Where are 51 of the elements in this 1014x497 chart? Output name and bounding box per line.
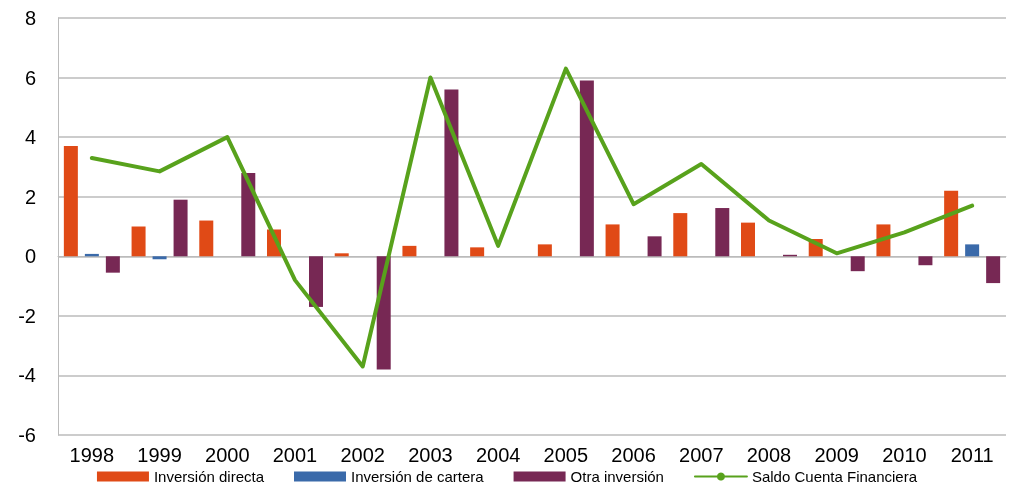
bar bbox=[537, 244, 552, 257]
y-tick-label: 0 bbox=[24, 245, 36, 268]
bar bbox=[741, 222, 755, 257]
x-tick-label: 2008 bbox=[746, 444, 792, 466]
x-tick-label: 1999 bbox=[137, 444, 182, 466]
legend-label: Inversión directa bbox=[153, 468, 265, 485]
bar bbox=[647, 236, 662, 257]
bar bbox=[131, 226, 146, 257]
bar bbox=[105, 256, 120, 273]
x-tick-label: 2007 bbox=[679, 444, 724, 466]
legend-label: Otra inversión bbox=[570, 468, 664, 485]
bar bbox=[944, 190, 959, 257]
bar bbox=[918, 256, 933, 266]
y-tick-label: 8 bbox=[24, 7, 36, 29]
line-series bbox=[89, 66, 975, 369]
x-tick-label: 2003 bbox=[408, 444, 453, 466]
y-tick-label: 4 bbox=[24, 126, 36, 149]
bar bbox=[199, 220, 214, 257]
x-tick-label: 1998 bbox=[69, 444, 115, 466]
x-tick-label: 2000 bbox=[205, 444, 250, 466]
x-tick-label: 2009 bbox=[814, 444, 859, 466]
x-tick-label: 2006 bbox=[611, 444, 656, 466]
bar bbox=[470, 247, 485, 257]
y-tick-label: -4 bbox=[18, 364, 36, 387]
y-tick-label: -2 bbox=[18, 304, 36, 327]
bar bbox=[986, 256, 1001, 284]
bar bbox=[444, 89, 459, 257]
bar bbox=[334, 253, 349, 257]
bar bbox=[579, 80, 594, 257]
legend-label: Saldo Cuenta Financiera bbox=[751, 468, 918, 485]
bar bbox=[402, 245, 417, 257]
x-tick-label: 2011 bbox=[950, 444, 994, 466]
y-tick-label: 6 bbox=[24, 66, 36, 89]
x-tick-label: 2002 bbox=[340, 444, 385, 466]
bar bbox=[605, 224, 620, 257]
x-tick-label: 2010 bbox=[882, 444, 927, 466]
bar bbox=[241, 172, 256, 257]
x-tick-label: 2004 bbox=[475, 444, 521, 466]
bar bbox=[673, 213, 688, 257]
y-tick-label: -6 bbox=[18, 424, 36, 446]
x-tick-label: 2005 bbox=[543, 444, 589, 466]
bar bbox=[850, 256, 865, 272]
y-tick-label: 2 bbox=[24, 185, 36, 208]
bar bbox=[63, 146, 78, 257]
bar bbox=[965, 244, 980, 257]
bar bbox=[715, 208, 730, 257]
legend-label: Inversión de cartera bbox=[351, 468, 485, 485]
bar bbox=[173, 199, 188, 257]
x-tick-label: 2001 bbox=[272, 444, 318, 466]
bar bbox=[152, 256, 167, 260]
bar bbox=[309, 256, 323, 307]
